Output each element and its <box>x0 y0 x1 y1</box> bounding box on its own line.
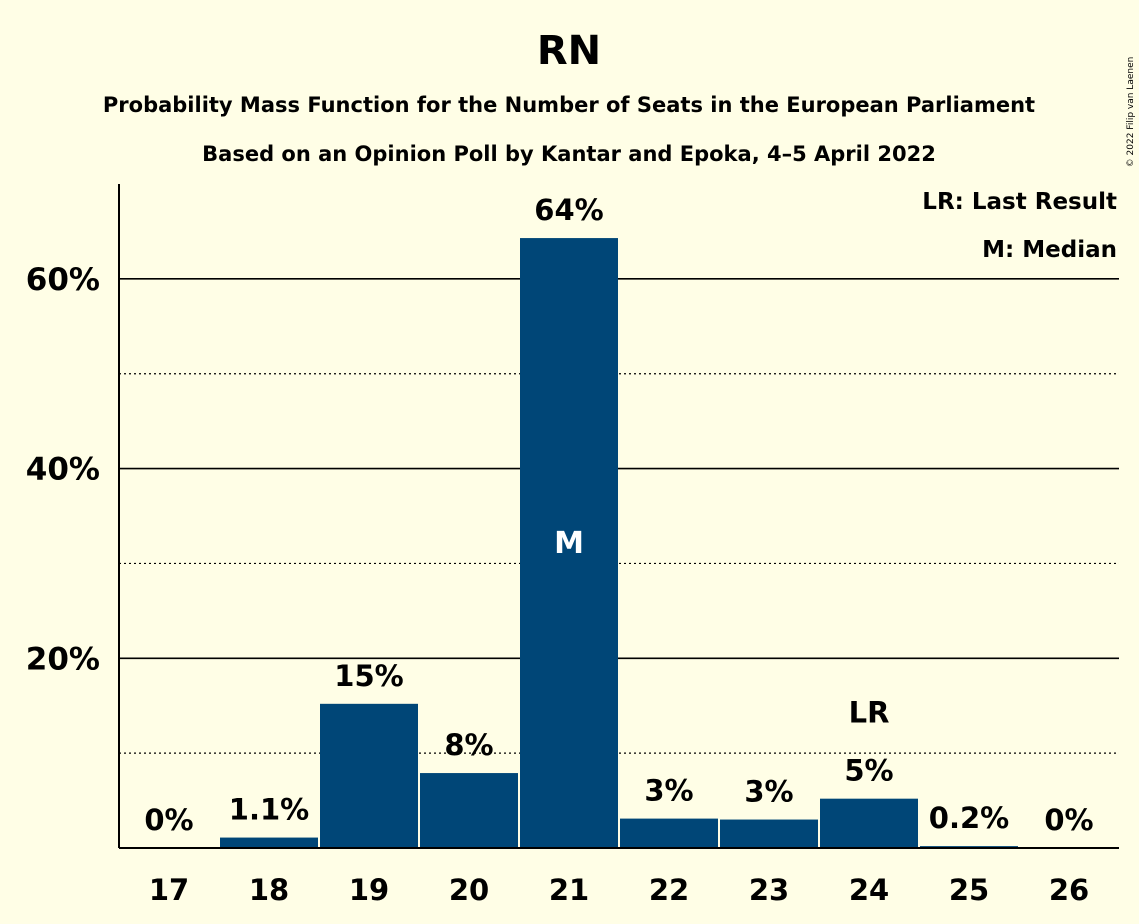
bar <box>820 798 918 848</box>
data-label: 5% <box>844 754 893 788</box>
data-label: 1.1% <box>229 793 309 827</box>
chart-title: RN <box>537 28 601 74</box>
bars <box>220 238 1018 848</box>
data-label: 8% <box>444 728 493 762</box>
x-tick-label: 23 <box>749 873 789 907</box>
data-label: 3% <box>744 775 793 809</box>
x-tick-label: 22 <box>649 873 689 907</box>
data-label: 0.2% <box>929 801 1009 835</box>
data-labels: 0% 1.1% 15% 8% 64% M 3% 3% 5% LR 0.2% 0% <box>144 193 1093 837</box>
bar <box>720 819 818 848</box>
credit-text: © 2022 Filip van Laenen <box>1126 57 1136 168</box>
x-tick-label: 21 <box>549 873 589 907</box>
median-marker: M <box>554 526 584 561</box>
x-tick-label: 18 <box>249 873 289 907</box>
bar <box>520 238 618 848</box>
y-tick-label: 60% <box>26 262 100 298</box>
x-tick-label: 19 <box>349 873 389 907</box>
chart-subtitle-poll: Based on an Opinion Poll by Kantar and E… <box>202 142 936 166</box>
gridlines <box>119 278 1119 754</box>
data-label: 64% <box>534 193 603 227</box>
bar <box>420 773 518 848</box>
bar <box>220 837 318 848</box>
y-tick-label: 40% <box>26 452 100 488</box>
last-result-marker: LR <box>849 696 890 730</box>
x-tick-label: 25 <box>949 873 989 907</box>
bar <box>320 703 418 848</box>
x-tick-label: 20 <box>449 873 489 907</box>
y-tick-label: 20% <box>26 641 100 677</box>
data-label: 0% <box>1044 803 1093 837</box>
legend-last-result: LR: Last Result <box>922 189 1117 215</box>
x-tick-label: 17 <box>149 873 189 907</box>
bar <box>620 818 718 848</box>
axes: 20% 40% 60% 17 18 19 20 21 22 23 24 25 26 <box>26 184 1119 907</box>
chart-subtitle: Probability Mass Function for the Number… <box>103 93 1035 117</box>
x-tick-label: 24 <box>849 873 889 907</box>
data-label: 0% <box>144 803 193 837</box>
legend-median: M: Median <box>982 237 1117 263</box>
data-label: 3% <box>644 774 693 808</box>
data-label: 15% <box>334 659 403 693</box>
x-tick-label: 26 <box>1049 873 1089 907</box>
